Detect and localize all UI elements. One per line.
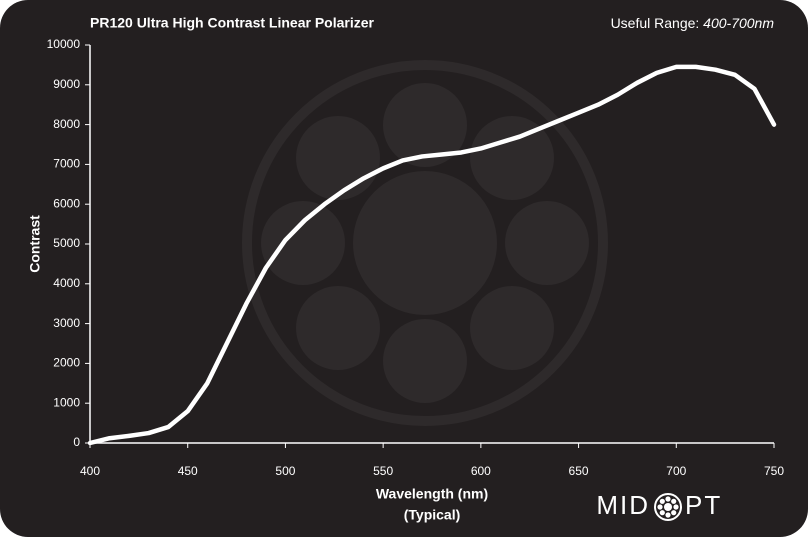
y-tick-label: 9000 bbox=[53, 77, 80, 91]
y-tick-label: 4000 bbox=[53, 276, 80, 290]
y-tick-label: 10000 bbox=[47, 37, 81, 51]
x-axis-sublabel: (Typical) bbox=[404, 507, 461, 523]
y-tick-label: 2000 bbox=[53, 356, 80, 370]
range-value: 400-700nm bbox=[703, 15, 774, 31]
y-tick-label: 5000 bbox=[53, 236, 80, 250]
x-tick-label: 450 bbox=[178, 464, 198, 478]
chart-title: PR120 Ultra High Contrast Linear Polariz… bbox=[90, 15, 375, 31]
logo-right: PT bbox=[685, 490, 722, 520]
y-tick-label: 0 bbox=[73, 435, 80, 449]
chart: PR120 Ultra High Contrast Linear Polariz… bbox=[0, 0, 808, 537]
logo-left: MID bbox=[596, 490, 650, 520]
y-tick-label: 8000 bbox=[53, 117, 80, 131]
logo-icon bbox=[655, 494, 681, 520]
watermark bbox=[247, 65, 603, 421]
x-tick-label: 600 bbox=[471, 464, 491, 478]
x-tick-label: 750 bbox=[764, 464, 784, 478]
x-tick-label: 500 bbox=[275, 464, 295, 478]
y-axis-label: Contrast bbox=[27, 215, 43, 273]
range-annotation: Useful Range: 400-700nm bbox=[611, 15, 775, 31]
y-tick-label: 3000 bbox=[53, 316, 80, 330]
x-axis-label: Wavelength (nm) bbox=[376, 486, 488, 502]
range-label: Useful Range: bbox=[611, 15, 700, 31]
y-tick-label: 6000 bbox=[53, 196, 80, 210]
y-tick-label: 1000 bbox=[53, 395, 80, 409]
x-tick-label: 700 bbox=[666, 464, 686, 478]
y-tick-label: 7000 bbox=[53, 157, 80, 171]
x-tick-label: 650 bbox=[569, 464, 589, 478]
x-tick-label: 550 bbox=[373, 464, 393, 478]
x-tick-label: 400 bbox=[80, 464, 100, 478]
